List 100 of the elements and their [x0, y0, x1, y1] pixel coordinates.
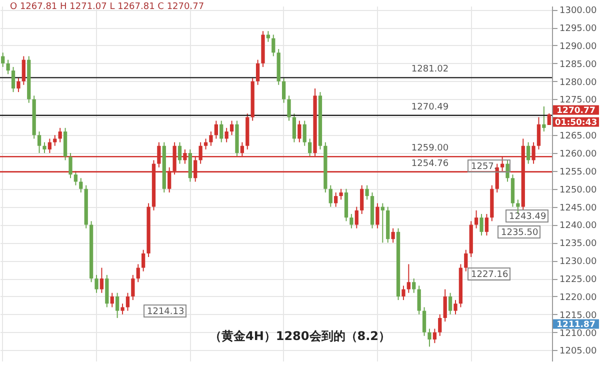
- candlestick: [126, 292, 130, 312]
- candlestick: [402, 285, 406, 301]
- candlestick: [443, 288, 447, 322]
- candlestick: [417, 285, 421, 315]
- candlestick: [22, 56, 26, 86]
- candlestick: [334, 192, 338, 208]
- candlestick: [448, 292, 452, 315]
- candlestick: [209, 131, 213, 146]
- candlestick: [116, 292, 120, 318]
- candlestick: [6, 59, 10, 75]
- y-tick-label: 1220.00: [560, 292, 597, 303]
- y-tick-label: 1280.00: [560, 78, 597, 88]
- ref-line-label: 1281.02: [411, 64, 449, 75]
- y-tick-label: 1295.00: [560, 24, 597, 34]
- candlestick: [454, 300, 458, 315]
- text: 1270.77: [556, 106, 596, 116]
- y-tick-label: 1235.00: [560, 239, 597, 250]
- y-tick-label: 1215.00: [560, 310, 597, 321]
- candlestick: [11, 66, 16, 93]
- candlestick: [406, 264, 410, 294]
- candlestick: [484, 213, 489, 236]
- y-tick-label: 1230.00: [560, 257, 597, 268]
- candlestick: [266, 30, 270, 42]
- candlestick: [380, 202, 384, 244]
- candlestick: [53, 134, 57, 146]
- candlestick: [110, 292, 114, 308]
- candlestick: [178, 142, 182, 164]
- ref-line-label: 1270.49: [411, 102, 449, 112]
- candlestick: [204, 138, 208, 150]
- candlestick: [474, 210, 478, 229]
- candlestick: [354, 206, 358, 229]
- candlestick: [256, 59, 260, 86]
- candlestick: [74, 170, 78, 186]
- candlestick: [224, 127, 228, 143]
- candlestick: [131, 274, 135, 301]
- candlestick: [230, 120, 234, 136]
- candlestick: [79, 178, 83, 193]
- y-tick-label: 1245.00: [560, 203, 597, 214]
- candlestick: [339, 188, 343, 200]
- candlestick: [376, 202, 380, 229]
- candlestick: [142, 249, 146, 272]
- candlestick: [272, 34, 276, 57]
- annotation: O 1267.81 H 1271.07 L 1267.81 C 1270.77: [10, 2, 204, 12]
- ref-line-label: 1259.00: [411, 144, 449, 154]
- candlestick: [360, 184, 364, 214]
- annotation: 1243.49: [509, 212, 546, 222]
- candlestick: [438, 314, 442, 336]
- candlestick: [282, 77, 286, 104]
- candlestick: [100, 267, 104, 294]
- candlestick: [302, 120, 306, 146]
- candlestick: [536, 116, 541, 150]
- candlestick: [308, 138, 312, 158]
- candlestick: [432, 328, 436, 344]
- candlestick: [391, 228, 395, 244]
- candlestick: [526, 142, 530, 164]
- y-tick-label: 1255.00: [560, 167, 597, 178]
- candlestick: [350, 213, 354, 229]
- candlestick: [37, 131, 42, 154]
- candlestick: [292, 113, 296, 143]
- candlestick: [1, 52, 5, 68]
- y-tick-label: 1225.00: [560, 275, 597, 286]
- text: 01:50:43: [554, 118, 598, 128]
- y-tick-label: 1205.00: [560, 346, 597, 357]
- y-tick-label: 1260.00: [560, 150, 597, 160]
- y-tick-label: 1250.00: [560, 185, 597, 196]
- candlestick: [506, 160, 510, 182]
- annotation: 1235.50: [501, 228, 538, 238]
- candlestick: [214, 120, 218, 140]
- candlestick: [58, 127, 62, 143]
- candlestick: [428, 328, 432, 348]
- annotation: （黄金4H）1280会到的（8.2）: [209, 329, 391, 343]
- annotation: 1227.16: [471, 270, 508, 280]
- candlestick: [287, 95, 291, 122]
- ref-line-label: 1254.76: [411, 158, 449, 169]
- candlestick: [412, 278, 416, 294]
- candlestick: [136, 264, 140, 283]
- y-tick-label: 1300.00: [560, 6, 597, 16]
- y-tick-label: 1210.00: [560, 328, 597, 339]
- candlestick: [298, 120, 302, 143]
- y-tick-label: 1265.00: [560, 132, 597, 142]
- y-tick-label: 1285.00: [560, 60, 597, 70]
- y-tick-label: 1290.00: [560, 42, 597, 52]
- candlestick: [42, 142, 46, 154]
- text: 1211.87: [556, 320, 596, 330]
- candlestick: [120, 303, 124, 315]
- candlestick: [422, 306, 426, 336]
- candlestick: [365, 184, 369, 200]
- annotation: 1257.: [471, 162, 497, 172]
- candlestick: [16, 77, 20, 93]
- candlestick: [542, 106, 546, 132]
- y-tick-label: 1275.00: [560, 96, 597, 106]
- candlestick: [328, 184, 332, 208]
- candlestick: [220, 120, 224, 143]
- y-tick-label: 1240.00: [560, 221, 597, 232]
- candlestick: [480, 213, 484, 236]
- candlestick: [68, 152, 72, 179]
- candlestick: [94, 274, 98, 294]
- candlestick: [464, 249, 468, 272]
- candlestick: [48, 138, 52, 154]
- annotation: 1214.13: [147, 307, 184, 317]
